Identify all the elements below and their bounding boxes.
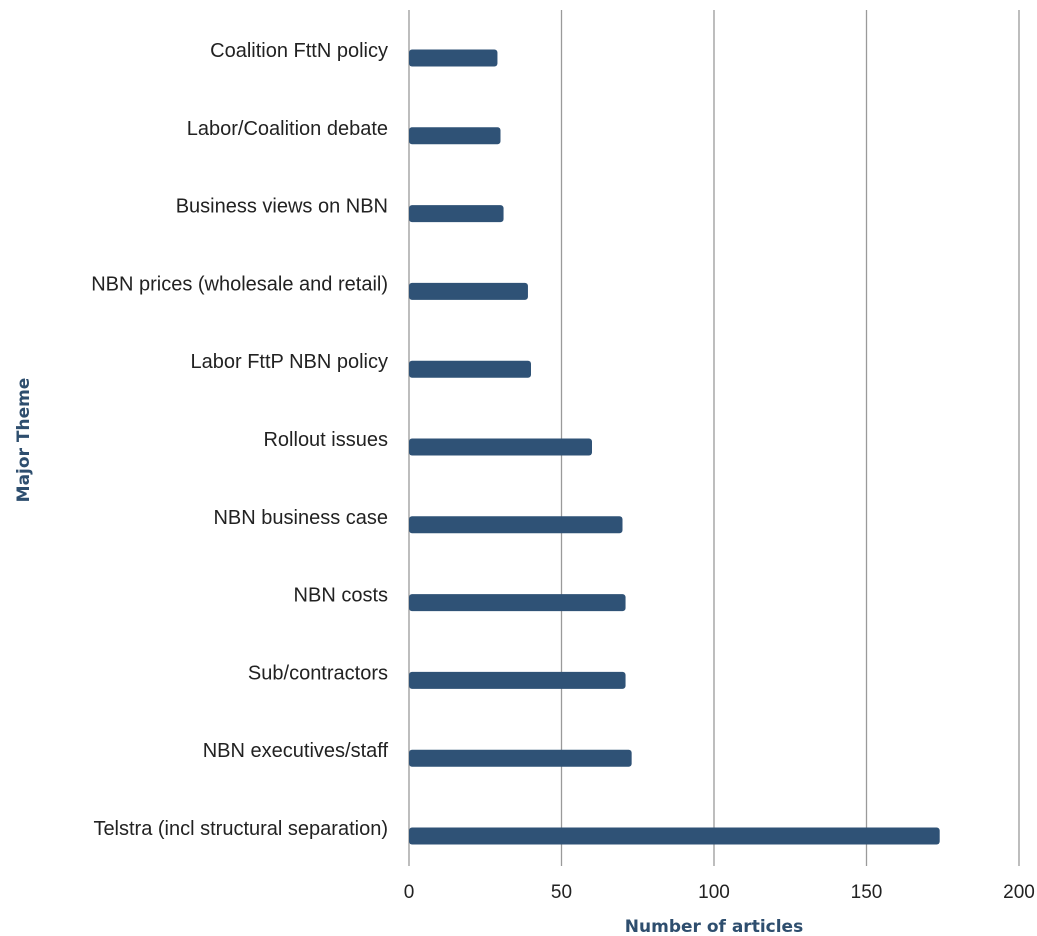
bar [409,438,592,456]
category-label: Telstra (incl structural separation) [93,818,388,840]
bar [409,127,501,145]
bar [409,516,623,534]
bar [409,671,626,689]
x-tick-label: 100 [698,882,730,903]
bar [409,282,528,300]
category-label: Business views on NBN [176,196,388,218]
bar [409,594,626,612]
category-label: NBN costs [294,585,388,607]
y-axis-title: Major Theme [14,378,34,503]
category-label: NBN executives/staff [203,740,389,762]
bar [409,360,531,378]
gridlines [408,10,1020,866]
bar [409,205,504,223]
bar [409,827,940,845]
x-tick-label: 50 [551,882,572,903]
x-tick-labels: 0 50 100 150 200 [404,882,1035,903]
bar [409,749,632,767]
bars [409,49,940,845]
x-axis-title: Number of articles [625,917,803,936]
category-label: NBN business case [213,507,388,529]
category-label: Labor/Coalition debate [187,118,388,140]
category-label: Rollout issues [263,429,388,451]
x-tick-label: 0 [404,882,415,903]
category-label: Coalition FttN policy [210,40,388,62]
category-label: NBN prices (wholesale and retail) [91,273,388,295]
category-labels: Coalition FttN policy Labor/Coalition deb… [91,40,388,840]
category-label: Sub/contractors [248,662,388,684]
x-tick-label: 150 [851,882,883,903]
bar [409,49,498,67]
category-label: Labor FttP NBN policy [191,351,389,373]
x-tick-label: 200 [1003,882,1035,903]
